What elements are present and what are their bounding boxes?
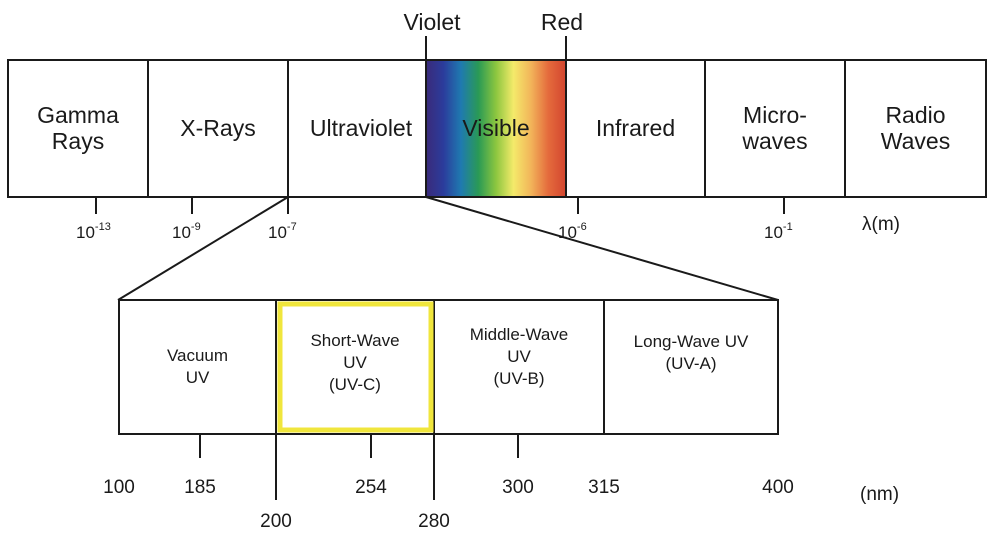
tick-base: 10	[76, 223, 95, 242]
nm-tick-label: 185	[184, 477, 216, 498]
zoom-line-left	[117, 196, 289, 301]
tick-exponent: -7	[287, 221, 297, 233]
nanometer-unit-label: (nm)	[860, 484, 899, 505]
uv-detail-outline	[118, 299, 779, 435]
nanometer-axis: 100 185 254 300 315 400 200 280	[103, 434, 794, 532]
nm-tick-label: 300	[502, 477, 534, 498]
uv-band-label: (UV-A)	[666, 354, 717, 373]
band-label: Radio	[885, 102, 945, 128]
wavelength-unit-label: λ(m)	[862, 214, 900, 235]
visible-spectrum-gradient	[426, 60, 566, 197]
band-label: Gamma	[37, 102, 119, 128]
tick-exponent: -13	[95, 221, 111, 233]
wavelength-axis: 10-13 10-9 10-7 10-6 10-1	[76, 197, 793, 242]
tick-exponent: -1	[783, 221, 793, 233]
uv-c-highlight-frame	[277, 301, 434, 433]
band-label: Waves	[881, 128, 950, 154]
tick-base: 10	[764, 223, 783, 242]
uv-band-label: Short-Wave	[310, 331, 399, 350]
spectrum-bar-outline	[7, 59, 987, 198]
nm-tick-label: 400	[762, 477, 794, 498]
uv-band-label: Long-Wave UV	[634, 332, 749, 351]
uv-band-label: (UV-B)	[494, 369, 545, 388]
nm-tick-label: 280	[418, 511, 450, 532]
wavelength-tick-label: 10-9	[172, 221, 201, 242]
zoom-line-right	[425, 196, 779, 301]
band-label: Ultraviolet	[310, 115, 413, 141]
tick-base: 10	[268, 223, 287, 242]
uv-detail-box: Vacuum UV Short-Wave UV (UV-C) Middle-Wave UV (…	[118, 299, 779, 435]
violet-label: Violet	[403, 9, 461, 35]
band-label: Micro-	[743, 102, 807, 128]
nm-tick-label: 100	[103, 477, 135, 498]
wavelength-tick-label: 10-13	[76, 221, 111, 242]
uv-band-label: UV	[186, 368, 210, 387]
nm-tick-label: 315	[588, 477, 620, 498]
band-label: Rays	[52, 128, 104, 154]
zoom-lines	[117, 196, 779, 301]
nm-tick-label: 200	[260, 511, 292, 532]
band-label: X-Rays	[180, 115, 255, 141]
uv-band-label: Middle-Wave	[470, 325, 569, 344]
tick-exponent: -9	[191, 221, 201, 233]
tick-base: 10	[172, 223, 191, 242]
band-label: Infrared	[596, 115, 675, 141]
band-label: Visible	[462, 115, 529, 141]
uv-band-label: (UV-C)	[329, 375, 381, 394]
wavelength-tick-label: 10-1	[764, 221, 793, 242]
tick-exponent: -6	[577, 221, 587, 233]
red-label: Red	[541, 9, 583, 35]
uv-band-label: Vacuum	[167, 346, 228, 365]
nm-tick-label: 254	[355, 477, 387, 498]
visible-markers: Violet Red	[403, 9, 583, 60]
uv-band-label: UV	[507, 347, 531, 366]
wavelength-tick-label: 10-7	[268, 221, 297, 242]
uv-band-label: UV	[343, 353, 367, 372]
band-label: waves	[741, 128, 807, 154]
